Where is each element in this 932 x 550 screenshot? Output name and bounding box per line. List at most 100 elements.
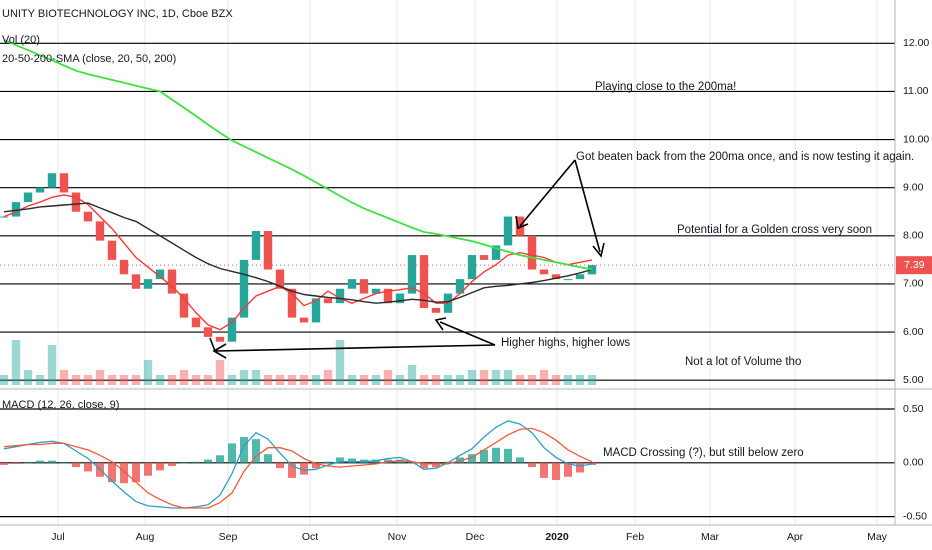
- annotation: MACD Crossing (?), but still below zero: [603, 447, 804, 459]
- line-series: [3, 427, 593, 509]
- histogram-bar: [48, 460, 56, 463]
- candle: [395, 293, 405, 304]
- line-series: [3, 39, 593, 271]
- candle: [155, 269, 165, 280]
- y-tick-label: 9.00: [903, 181, 924, 193]
- histogram-bar: [204, 459, 212, 463]
- volume-bar: [563, 375, 573, 385]
- volume-bar: [155, 375, 165, 385]
- histogram-bar: [228, 443, 236, 463]
- line-series: [3, 194, 593, 331]
- x-tick-label: Sep: [219, 531, 238, 543]
- candle: [203, 327, 213, 337]
- candle: [359, 279, 369, 294]
- volume-bar: [431, 375, 441, 385]
- candle: [71, 192, 81, 212]
- histogram-bar: [288, 462, 296, 478]
- candle: [383, 288, 393, 304]
- histogram-bar: [492, 447, 500, 463]
- candle: [431, 308, 441, 313]
- symbol-title: UNITY BIOTECHNOLOGY INC, 1D, Cboe BZX: [2, 8, 233, 20]
- volume-bar: [395, 375, 405, 385]
- histogram-bar: [24, 462, 32, 464]
- grid-layer: [0, 0, 895, 525]
- volume-bar: [239, 370, 249, 385]
- candle: [347, 279, 357, 289]
- candle: [407, 255, 417, 294]
- last-price-box: [896, 256, 932, 275]
- candle: [563, 279, 573, 281]
- x-tick-label: Aug: [136, 531, 155, 543]
- candle: [527, 235, 537, 270]
- x-tick-label: 2020: [545, 531, 569, 543]
- arrow-line: [519, 159, 576, 227]
- candle: [35, 187, 45, 193]
- histogram-bar: [216, 455, 224, 463]
- arrow-head: [515, 215, 529, 230]
- annotation: Not a lot of Volume tho: [685, 356, 801, 368]
- volume-bar: [491, 370, 501, 385]
- volume-bar: [407, 365, 417, 385]
- volume-bar: [383, 370, 393, 385]
- volume-bar: [119, 375, 129, 385]
- histogram-bar: [144, 462, 152, 476]
- histogram-bar: [408, 462, 416, 464]
- annotation-arrows: [209, 159, 605, 359]
- histogram-bar: [348, 458, 356, 463]
- candle: [23, 192, 33, 203]
- histogram-bar: [336, 457, 344, 463]
- volume-bar: [347, 375, 357, 385]
- volume-bar: [83, 375, 93, 385]
- volume-bar: [443, 375, 453, 385]
- histogram-bar: [324, 461, 332, 463]
- volume-bar: [287, 375, 297, 385]
- histogram-bar: [588, 462, 596, 465]
- volume-bar: [131, 375, 141, 385]
- histogram-bar: [180, 462, 188, 464]
- histogram-bar: [576, 462, 584, 473]
- volume-bar: [215, 360, 225, 385]
- candle: [227, 317, 237, 342]
- histogram-bar: [468, 454, 476, 463]
- volume-bar: [551, 375, 561, 385]
- volume-bar: [95, 370, 105, 385]
- volume-bar: [539, 370, 549, 385]
- candle: [575, 274, 585, 280]
- histogram-bar: [252, 439, 260, 463]
- arrow-head: [212, 343, 227, 359]
- annotation: Potential for a Golden cross very soon: [677, 224, 872, 236]
- volume-bar: [419, 375, 429, 385]
- candle: [287, 288, 297, 318]
- volume-bar: [227, 375, 237, 385]
- line-series: [3, 202, 593, 304]
- histogram-bar: [312, 462, 320, 469]
- volume-bar: [23, 370, 33, 385]
- candle: [275, 269, 285, 289]
- histogram-bar: [420, 462, 428, 469]
- volume-bar: [59, 370, 69, 385]
- candle: [419, 255, 429, 308]
- candle: [215, 336, 225, 342]
- histogram-bar: [504, 448, 512, 463]
- x-tick-label: May: [867, 531, 888, 543]
- histogram-bar: [132, 462, 140, 483]
- volume-bar: [167, 375, 177, 385]
- volume-bar: [335, 340, 345, 385]
- annotation: Higher highs, higher lows: [501, 337, 630, 349]
- candle: [539, 269, 549, 275]
- candle: [83, 211, 93, 222]
- histogram-bar: [528, 462, 536, 468]
- histogram-bar: [516, 457, 524, 463]
- histogram-bar: [276, 462, 284, 469]
- x-tick-label: Feb: [626, 531, 644, 543]
- x-tick-label: Oct: [302, 531, 318, 543]
- arrow-line: [439, 321, 496, 346]
- volume-bar: [275, 375, 285, 385]
- volume-bar: [371, 375, 381, 385]
- candle: [503, 216, 513, 246]
- volume-bar: [191, 375, 201, 385]
- histogram-bar: [84, 462, 92, 472]
- histogram-bar: [192, 461, 200, 463]
